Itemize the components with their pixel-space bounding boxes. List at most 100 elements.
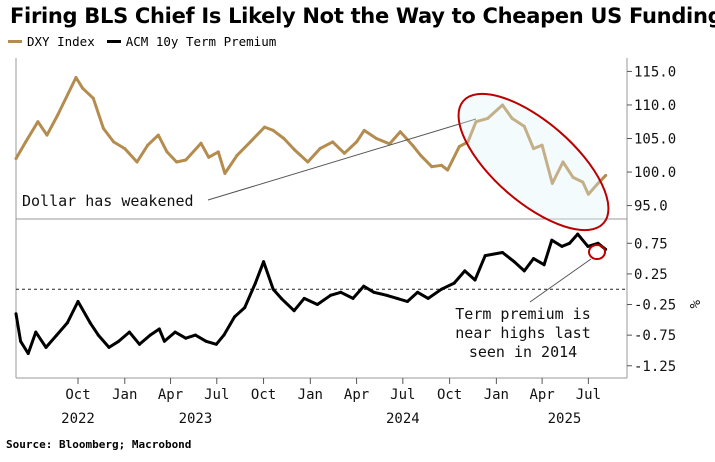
- annotation-term-premium-line1: Term premium is: [455, 305, 590, 323]
- data-point-term-premium: [351, 296, 355, 300]
- data-point-term-premium: [339, 290, 343, 294]
- chart-frame: [15, 58, 628, 379]
- x-year-label: 2023: [179, 411, 213, 427]
- legend-label-dxy: DXY Index: [27, 34, 95, 49]
- chart-title: Firing BLS Chief Is Likely Not the Way t…: [10, 4, 715, 28]
- data-point-term-premium: [576, 232, 580, 236]
- annotation-term-premium-line2: near highs last: [455, 324, 590, 342]
- data-point-dxy: [235, 153, 239, 157]
- y-tick-label: 115.0: [634, 64, 676, 80]
- annotation-dollar-weakened: Dollar has weakened: [22, 192, 194, 210]
- data-point-dxy: [91, 96, 95, 100]
- data-point-term-premium: [568, 241, 572, 245]
- x-tick-label: Jul: [204, 387, 229, 403]
- x-tick-label: Apr: [529, 387, 554, 403]
- data-point-dxy: [199, 141, 203, 145]
- data-point-term-premium: [463, 269, 467, 273]
- data-point-dxy: [248, 140, 252, 144]
- data-point-term-premium: [271, 287, 275, 291]
- y-tick-label: 105.0: [634, 132, 676, 148]
- data-point-dxy: [271, 128, 275, 132]
- legend-label-term-premium: ACM 10y Term Premium: [125, 34, 277, 49]
- data-point-term-premium: [302, 296, 306, 300]
- legend: DXY Index ACM 10y Term Premium: [8, 34, 288, 49]
- data-point-term-premium: [416, 290, 420, 294]
- annotation-leader-dollar: [207, 118, 477, 201]
- data-point-dxy: [374, 137, 378, 140]
- data-point-term-premium: [138, 342, 141, 346]
- data-point-dxy: [430, 165, 434, 169]
- data-point-dxy: [510, 116, 514, 120]
- x-tick-label: Jul: [390, 387, 415, 403]
- data-point-term-premium: [88, 321, 92, 325]
- x-tick-label: Jan: [484, 387, 509, 403]
- data-point-dxy: [355, 140, 359, 144]
- x-year-label: 2024: [386, 411, 420, 427]
- data-point-dxy: [306, 160, 310, 164]
- y-tick-label: -1.25: [634, 359, 676, 375]
- data-point-dxy: [146, 143, 150, 147]
- data-point-term-premium: [117, 339, 121, 343]
- data-point-dxy: [486, 116, 490, 120]
- y-tick-label: -0.25: [634, 298, 676, 314]
- x-tick-label: Apr: [344, 387, 369, 403]
- data-point-term-premium: [96, 333, 100, 337]
- data-point-dxy: [165, 150, 169, 154]
- x-tick-label: Oct: [437, 387, 462, 403]
- data-point-dxy: [223, 171, 227, 175]
- data-point-dxy: [56, 113, 60, 117]
- legend-swatch-term-premium: [106, 40, 121, 43]
- x-tick-label: Jan: [112, 387, 137, 403]
- data-point-dxy: [411, 143, 414, 147]
- y-tick-label: 0.25: [634, 267, 668, 283]
- data-point-term-premium: [292, 309, 296, 313]
- axis-unit-percent: %: [686, 300, 702, 309]
- y-tick-label: 0.75: [634, 236, 668, 252]
- data-point-dxy: [571, 175, 575, 179]
- annotations: Dollar has weakened Term premium is near…: [22, 92, 702, 361]
- data-point-dxy: [184, 158, 188, 162]
- data-point-term-premium: [214, 342, 218, 346]
- data-point-term-premium: [532, 257, 535, 261]
- data-point-dxy: [440, 163, 443, 167]
- data-point-dxy: [446, 168, 450, 172]
- data-point-dxy: [398, 130, 402, 134]
- data-point-term-premium: [233, 315, 237, 319]
- data-point-dxy: [581, 180, 585, 184]
- data-point-dxy: [216, 150, 220, 154]
- data-point-dxy: [586, 192, 590, 196]
- data-point-dxy: [501, 103, 504, 107]
- data-point-dxy: [81, 86, 85, 90]
- data-point-dxy: [175, 160, 179, 164]
- data-point-term-premium: [426, 296, 430, 300]
- highlight-circle-term-premium: [588, 244, 606, 260]
- x-tick-label: Oct: [251, 387, 276, 403]
- data-point-term-premium: [329, 293, 333, 297]
- x-tick-label: Jul: [576, 387, 601, 403]
- y-tick-label: 110.0: [634, 98, 676, 114]
- term-premium-panel: -1.25 -0.75 -0.25 0.25 0.75: [14, 232, 676, 375]
- data-point-dxy: [331, 140, 335, 144]
- annotation-term-premium-line3: seen in 2014: [469, 343, 577, 361]
- data-point-dxy: [101, 126, 105, 130]
- data-point-term-premium: [473, 278, 477, 282]
- x-year-label: 2025: [548, 411, 582, 427]
- data-point-term-premium: [362, 284, 366, 288]
- data-point-term-premium: [253, 281, 257, 285]
- y-tick-label: 95.0: [634, 199, 668, 215]
- data-point-term-premium: [395, 296, 399, 300]
- legend-item-dxy: DXY Index: [8, 34, 95, 49]
- data-point-dxy: [263, 125, 267, 129]
- data-point-dxy: [293, 148, 297, 152]
- data-point-term-premium: [19, 339, 23, 343]
- data-point-dxy: [550, 181, 554, 185]
- data-point-dxy: [318, 147, 322, 151]
- data-point-term-premium: [372, 290, 376, 294]
- data-point-term-premium: [501, 251, 504, 254]
- highlight-ellipse-dxy: [457, 92, 610, 232]
- x-tick-label: Oct: [65, 387, 90, 403]
- data-point-dxy: [596, 181, 600, 185]
- data-point-term-premium: [65, 321, 69, 325]
- data-point-term-premium: [586, 244, 590, 248]
- legend-item-term-premium: ACM 10y Term Premium: [106, 34, 277, 49]
